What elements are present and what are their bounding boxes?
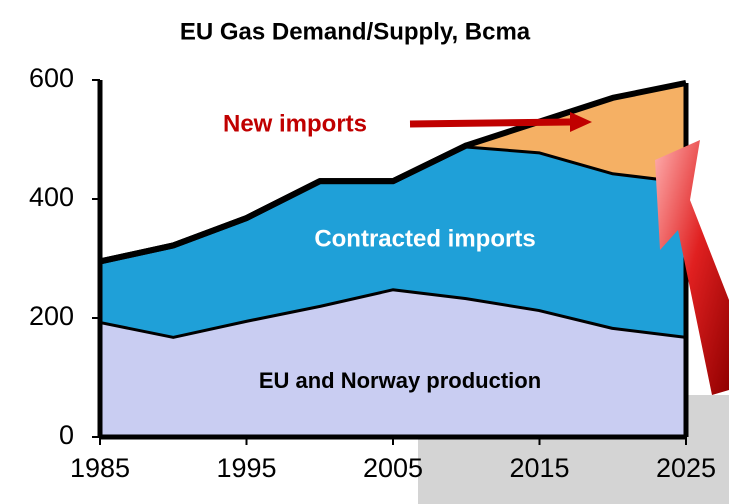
plot: 0 200 400 600 1985 1995 2005 2015 2025	[29, 63, 716, 483]
y-tick-label: 200	[29, 301, 74, 331]
y-tick-label: 0	[59, 420, 74, 450]
chart: EU Gas Demand/Supply, Bcma 0 200 400 600 198…	[0, 0, 729, 504]
x-tick-label: 1985	[70, 453, 130, 483]
series-label: New imports	[223, 110, 367, 137]
y-tick-label: 600	[29, 63, 74, 93]
y-tick-label: 400	[29, 182, 74, 212]
x-tick-label: 2025	[656, 453, 716, 483]
series-label: Contracted imports	[314, 225, 535, 252]
arrow-line	[410, 122, 570, 124]
series-label: EU and Norway production	[259, 368, 541, 393]
x-tick-label: 2005	[363, 453, 423, 483]
x-tick-label: 2015	[509, 453, 569, 483]
x-tick-label: 1995	[216, 453, 276, 483]
chart-title: EU Gas Demand/Supply, Bcma	[180, 18, 531, 45]
